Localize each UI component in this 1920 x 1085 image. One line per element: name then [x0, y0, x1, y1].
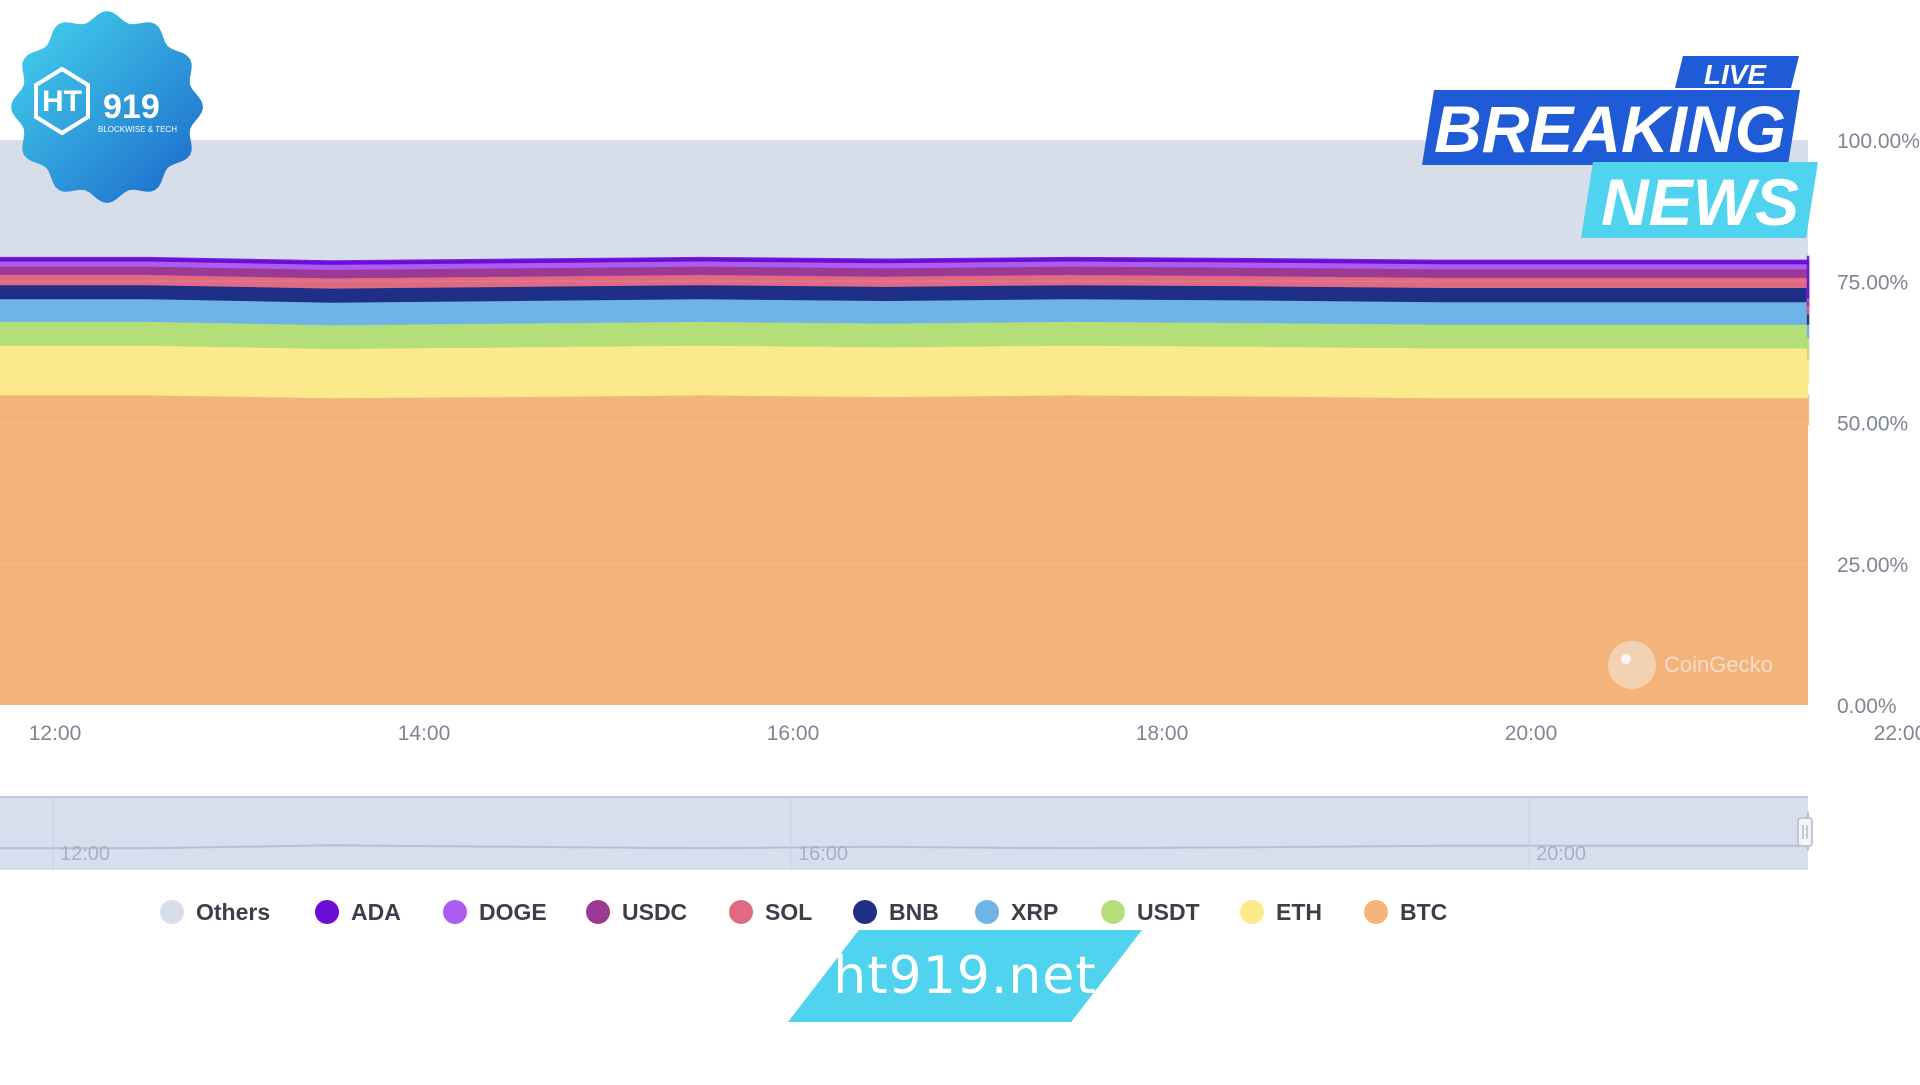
area-xrp: [0, 297, 1808, 360]
legend-label-sol[interactable]: SOL: [765, 899, 812, 925]
y-tick-label: 100.00%: [1837, 130, 1920, 153]
x-tick-label: 14:00: [398, 722, 451, 745]
area-eth: [0, 344, 1808, 426]
legend-marker-ada: [315, 900, 339, 924]
ht919-logo: HT 919 BLOCKWISE & TECH: [11, 11, 203, 203]
y-tick-label: 25.00%: [1837, 554, 1908, 577]
area-sol: [0, 272, 1808, 325]
navigator-background: [0, 797, 1808, 870]
x-tick-label: 12:00: [29, 722, 82, 745]
coingecko-logo-icon: [1608, 641, 1656, 689]
area-ada: [0, 255, 1808, 302]
chart-legend: Others ADA DOGE USDC SOL BNB XRP USDT ETH BTC: [160, 899, 1447, 925]
legend-marker-doge: [443, 900, 467, 924]
logo-monogram: HT: [42, 85, 82, 118]
legend-marker-eth: [1240, 900, 1264, 924]
coingecko-eye-icon: [1621, 654, 1631, 664]
legend-label-ada[interactable]: ADA: [351, 899, 401, 925]
logo-text: 919: [103, 88, 160, 126]
legend-label-eth[interactable]: ETH: [1276, 899, 1322, 925]
navigator-handle-right[interactable]: [1797, 817, 1813, 847]
navigator-tick-label: 20:00: [1536, 843, 1586, 865]
badge-live-bg: [1675, 56, 1799, 88]
badge-news-bg: [1581, 162, 1818, 238]
legend-label-doge[interactable]: DOGE: [479, 899, 547, 925]
area-usdt: [0, 321, 1808, 385]
y-tick-label: 50.00%: [1837, 413, 1908, 436]
legend-label-btc[interactable]: BTC: [1400, 899, 1447, 925]
legend-marker-usdt: [1101, 900, 1125, 924]
site-url-banner[interactable]: ht919.net: [788, 930, 1142, 1022]
logo-badge-shape: [11, 11, 203, 203]
legend-label-others[interactable]: Others: [196, 899, 270, 925]
badge-breaking-text: BREAKING: [1434, 92, 1786, 166]
site-url-text[interactable]: ht919.net: [833, 946, 1097, 1006]
legend-label-bnb[interactable]: BNB: [889, 899, 939, 925]
x-tick-label: 18:00: [1136, 722, 1189, 745]
legend-label-usdc[interactable]: USDC: [622, 899, 687, 925]
area-bnb: [0, 283, 1808, 339]
coingecko-watermark: CoinGecko: [1608, 641, 1773, 689]
legend-marker-others: [160, 900, 184, 924]
navigator-tick-label: 16:00: [798, 843, 848, 865]
badge-news-text: NEWS: [1601, 165, 1799, 239]
area-btc: [0, 394, 1808, 705]
legend-marker-usdc: [586, 900, 610, 924]
coingecko-watermark-text: CoinGecko: [1664, 652, 1773, 677]
area-usdc: [0, 264, 1808, 315]
legend-marker-sol: [729, 900, 753, 924]
logo-hexagon-icon: [34, 66, 90, 136]
legend-marker-xrp: [975, 900, 999, 924]
x-tick-label: 22:00: [1874, 722, 1920, 745]
line-ada: [0, 255, 1810, 299]
legend-marker-bnb: [853, 900, 877, 924]
y-tick-label: 0.00%: [1837, 695, 1897, 718]
legend-label-usdt[interactable]: USDT: [1137, 899, 1200, 925]
navigator-tick-label: 12:00: [60, 843, 110, 865]
live-breaking-news-badge: LIVE BREAKING NEWS: [1422, 56, 1818, 239]
badge-live-text: LIVE: [1704, 59, 1768, 90]
x-tick-label: 20:00: [1505, 722, 1558, 745]
y-tick-label: 75.00%: [1837, 271, 1908, 294]
logo-subtext: BLOCKWISE & TECH: [98, 125, 177, 134]
legend-marker-btc: [1364, 900, 1388, 924]
legend-label-xrp[interactable]: XRP: [1011, 899, 1058, 925]
area-doge: [0, 259, 1808, 307]
badge-breaking-bg: [1422, 90, 1800, 165]
x-tick-label: 16:00: [767, 722, 820, 745]
